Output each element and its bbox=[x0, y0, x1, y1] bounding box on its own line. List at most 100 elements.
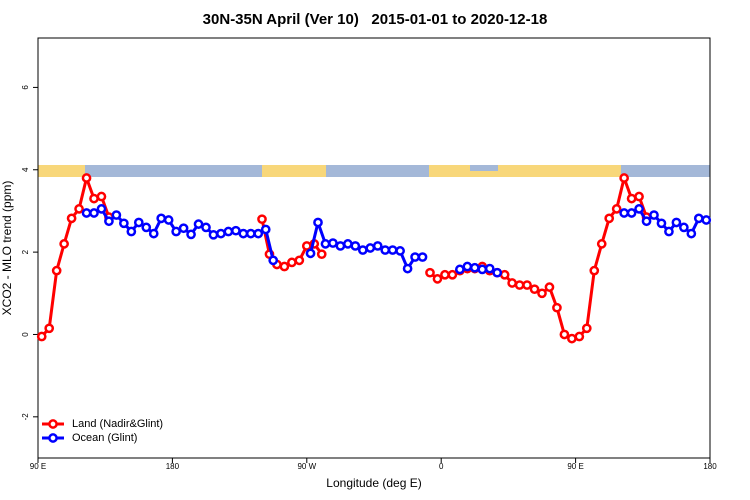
data-point bbox=[36, 331, 47, 342]
data-point bbox=[664, 226, 674, 237]
data-point bbox=[492, 267, 503, 278]
series-line bbox=[40, 176, 111, 338]
data-point bbox=[671, 217, 682, 228]
data-point bbox=[619, 173, 629, 183]
land-band bbox=[38, 165, 85, 177]
data-point bbox=[238, 228, 249, 239]
y-tick-label: 2 bbox=[21, 249, 30, 254]
data-point bbox=[537, 288, 547, 299]
data-point bbox=[552, 302, 562, 313]
data-point bbox=[81, 208, 92, 218]
data-point bbox=[178, 223, 189, 234]
land-band bbox=[262, 165, 326, 177]
data-point bbox=[163, 215, 174, 225]
data-point bbox=[522, 280, 532, 290]
data-point bbox=[395, 246, 405, 256]
data-point bbox=[320, 239, 331, 249]
x-tick-label: 90 E bbox=[30, 462, 46, 471]
x-tick-label: 180 bbox=[703, 462, 717, 471]
data-point bbox=[96, 191, 107, 202]
ocean-band bbox=[470, 165, 498, 171]
data-point bbox=[641, 216, 652, 227]
data-point bbox=[402, 263, 413, 274]
data-point bbox=[693, 213, 704, 224]
legend-label: Land (Nadir&Glint) bbox=[72, 418, 163, 430]
data-point bbox=[589, 265, 600, 276]
data-point bbox=[350, 241, 361, 251]
data-point bbox=[626, 193, 637, 204]
data-point bbox=[484, 263, 495, 274]
data-point bbox=[59, 239, 69, 249]
x-axis-label: Longitude (deg E) bbox=[326, 476, 421, 490]
data-point bbox=[387, 245, 398, 255]
data-point bbox=[301, 241, 312, 251]
data-point bbox=[126, 226, 137, 237]
legend: Land (Nadir&Glint) Ocean (Glint) bbox=[42, 418, 163, 444]
y-tick-label: 6 bbox=[21, 85, 30, 90]
legend-label: Ocean (Glint) bbox=[72, 432, 137, 444]
plot-frame bbox=[37, 37, 711, 459]
data-point bbox=[649, 210, 659, 220]
series-line bbox=[429, 176, 648, 341]
data-point bbox=[574, 331, 585, 342]
data-point bbox=[51, 265, 62, 276]
data-point bbox=[294, 255, 305, 266]
data-point bbox=[279, 261, 290, 272]
data-point bbox=[529, 284, 540, 295]
x-tick-label: 90 E bbox=[567, 462, 583, 471]
data-point bbox=[604, 213, 615, 224]
data-point bbox=[104, 216, 114, 227]
data-point bbox=[156, 213, 167, 224]
data-point bbox=[335, 241, 346, 251]
data-point bbox=[514, 280, 525, 290]
data-point bbox=[679, 222, 689, 233]
data-point bbox=[148, 228, 159, 239]
data-point bbox=[477, 264, 488, 275]
data-point bbox=[343, 239, 353, 249]
data-point bbox=[365, 243, 376, 253]
data-point bbox=[231, 225, 241, 236]
data-point bbox=[96, 204, 107, 214]
data-point bbox=[268, 255, 279, 266]
data-point bbox=[119, 218, 129, 229]
data-point bbox=[328, 238, 338, 248]
data-point bbox=[372, 241, 383, 251]
data-point bbox=[425, 267, 435, 278]
data-point bbox=[634, 191, 644, 202]
y-axis-label: XCO2 - MLO trend (ppm) bbox=[0, 181, 14, 316]
data-point bbox=[193, 219, 204, 229]
data-point bbox=[260, 224, 271, 235]
data-point bbox=[469, 262, 480, 273]
data-point bbox=[634, 204, 644, 214]
data-point bbox=[111, 210, 122, 220]
data-point bbox=[559, 329, 570, 340]
data-point bbox=[581, 323, 592, 334]
legend-marker bbox=[48, 419, 58, 429]
data-point bbox=[380, 245, 391, 255]
data-point bbox=[216, 228, 226, 239]
data-point bbox=[357, 245, 368, 255]
data-point bbox=[686, 228, 697, 239]
data-point bbox=[567, 333, 577, 344]
data-point bbox=[141, 222, 152, 233]
data-point bbox=[201, 222, 211, 233]
x-tick-label: 0 bbox=[439, 462, 444, 471]
data-point bbox=[89, 193, 99, 204]
data-point bbox=[417, 252, 428, 262]
x-tick-label: 90 W bbox=[297, 462, 316, 471]
data-point bbox=[287, 257, 297, 268]
data-point bbox=[507, 278, 517, 288]
data-point bbox=[432, 274, 443, 284]
x-tick-label: 180 bbox=[166, 462, 180, 471]
data-point bbox=[447, 269, 458, 280]
data-point bbox=[245, 228, 256, 239]
data-point bbox=[208, 229, 219, 240]
data-point bbox=[171, 226, 181, 237]
data-point bbox=[440, 269, 450, 280]
data-point bbox=[619, 208, 629, 218]
data-point bbox=[133, 217, 144, 228]
data-point bbox=[499, 269, 510, 280]
data-point bbox=[611, 204, 622, 214]
y-tick-label: -2 bbox=[21, 413, 30, 421]
